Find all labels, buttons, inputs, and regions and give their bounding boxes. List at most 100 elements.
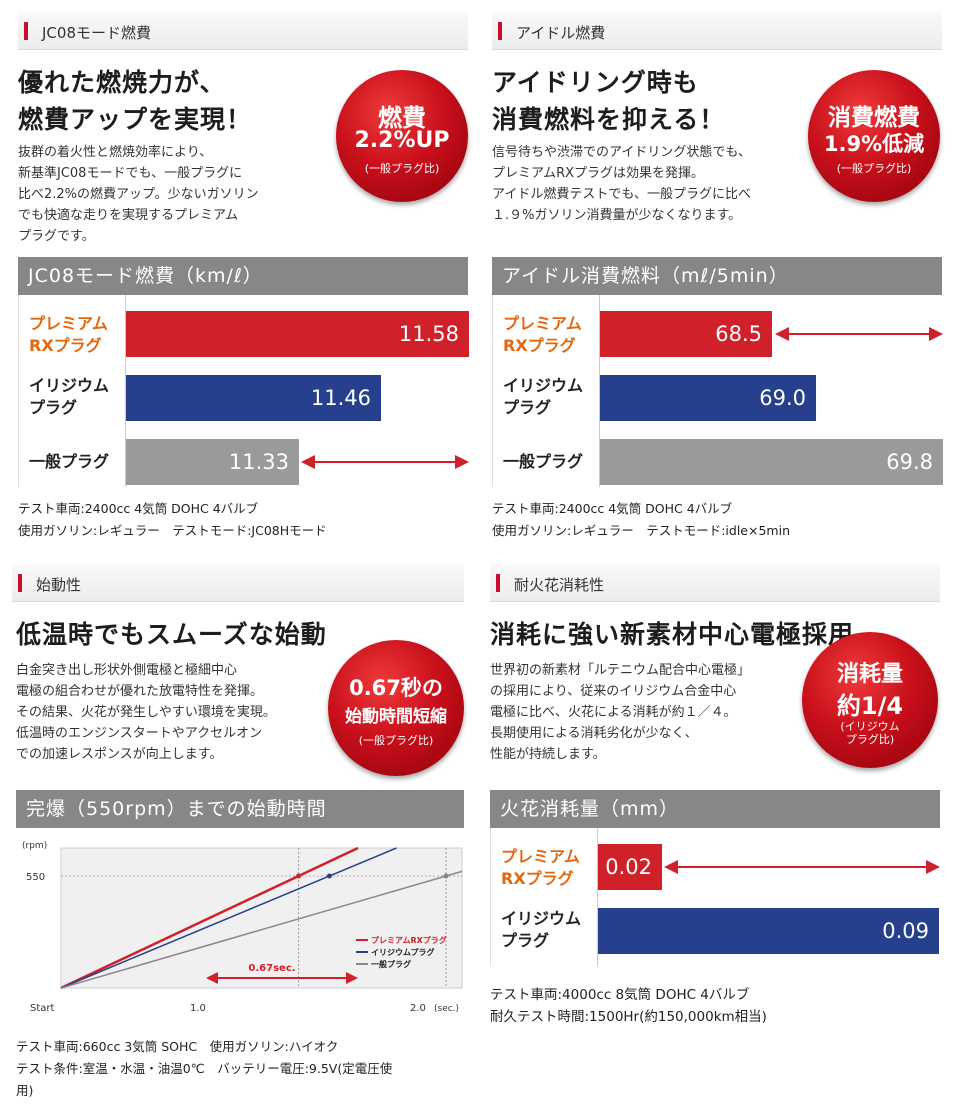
description: 世界初の新素材「ルテニウム配合中心電極」 の採用により、従来のイリジウム合金中心… (490, 663, 751, 762)
bar-iridium: 11.46 (126, 375, 381, 421)
gap-arrow-left-icon (206, 972, 218, 984)
category-label: イリジウム プラグ (501, 909, 582, 950)
section-marker-icon (18, 574, 22, 592)
grid-lines (298, 848, 447, 988)
series-line (60, 846, 359, 990)
headline: アイドリング時も 消費燃料を抑える！ (492, 68, 726, 134)
badge-line2: 始動時間短縮 (345, 707, 447, 727)
x-tick-2: 2.0 (410, 1003, 426, 1014)
chart-title: 火花消耗量（mm） (490, 790, 940, 828)
test-notes: テスト車両:2400cc 4気筒 DOHC 4バルブ 使用ガソリン:レギュラー … (18, 501, 327, 538)
bar-value: 69.0 (759, 386, 806, 410)
chart-title: JC08モード燃費（km/ℓ） (18, 257, 468, 295)
category-label: 一般プラグ (29, 452, 110, 471)
start-line-chart: 0.67sec. (rpm) 550 Start 1.0 2.0 (sec.) … (22, 841, 463, 1014)
bar-value: 0.02 (605, 855, 652, 879)
x-unit: (sec.) (434, 1004, 459, 1014)
section-title: 耐火花消耗性 (514, 576, 605, 594)
bar-standard: 69.8 (600, 439, 943, 485)
series-line (60, 847, 397, 989)
badge-line2: 1.9%低減 (823, 132, 925, 156)
category-label: 一般プラグ (503, 452, 584, 471)
headline: 優れた燃焼力が、 燃費アップを実現！ (18, 68, 253, 134)
spark-chart: 火花消耗量（mm） プレミアム RXプラグ イリジウム プラグ 0.02 0.0… (490, 790, 940, 966)
idle-section: アイドル燃費 アイドリング時も 消費燃料を抑える！ 信号待ちや渋滞でのアイドリン… (492, 12, 943, 552)
section-title: 始動性 (36, 576, 82, 594)
bar-premium-rx: 0.02 (598, 844, 662, 890)
chart-title: 完爆（550rpm）までの始動時間 (16, 790, 464, 828)
y-axis-label: (rpm) (22, 841, 47, 851)
spark-section: 耐火花消耗性 消耗に強い新素材中心電極採用 世界初の新素材「ルテニウム配合中心電… (490, 564, 940, 1104)
section-header-start: 始動性 (12, 564, 464, 602)
start-chart: 完爆（550rpm）までの始動時間 0.67sec. (rpm) 550 Sta… (16, 790, 464, 1018)
description: 抜群の着火性と燃焼効率により、 新基準JC08モードでも、一般プラグに 比べ2.… (18, 145, 259, 244)
category-label: プレミアム RXプラグ (29, 314, 108, 355)
section-marker-icon (496, 574, 500, 592)
bar-iridium: 69.0 (600, 375, 816, 421)
chart-body: プレミアム RXプラグ イリジウム プラグ 0.02 0.09 (490, 828, 940, 966)
bar-value: 11.46 (310, 386, 371, 410)
badge-line2: 2.2%UP (354, 128, 450, 153)
badge-line1: 消耗量 (836, 662, 903, 687)
bar-value: 11.58 (398, 322, 459, 346)
section-marker-icon (498, 22, 502, 40)
badge-line3: (一般プラグ比) (364, 162, 440, 175)
section-header-idle: アイドル燃費 (492, 12, 942, 50)
badge-line1: 消費燃費 (828, 105, 920, 131)
y-tick-550: 550 (26, 872, 45, 883)
bar-premium-rx: 11.58 (126, 311, 469, 357)
start-section: 始動性 低温時でもスムーズな始動 白金突き出し形状外側電極と極細中心 電極の組合… (12, 564, 464, 1104)
category-label: イリジウム プラグ (503, 376, 584, 417)
category-label: イリジウム プラグ (29, 376, 110, 417)
bar-value: 68.5 (715, 322, 762, 346)
difference-arrow (301, 455, 469, 469)
plot-area (60, 847, 463, 989)
badge-line1: 0.67秒の (349, 676, 443, 700)
test-notes: テスト車両:660cc 3気筒 SOHC 使用ガソリン:ハイオク テスト条件:室… (16, 1039, 393, 1098)
section-marker-icon (24, 22, 28, 40)
badge-line3: (イリジウム プラグ比) (840, 720, 900, 746)
legend-standard: 一般プラグ (371, 959, 411, 969)
test-notes: テスト車両:2400cc 4気筒 DOHC 4バルブ 使用ガソリン:レギュラー … (492, 501, 790, 538)
badge-line3: (一般プラグ比) (358, 734, 434, 747)
difference-arrow (775, 327, 943, 341)
bar-premium-rx: 68.5 (600, 311, 772, 357)
badge-line1: 燃費 (378, 104, 426, 132)
section-header-jc08: JC08モード燃費 (18, 12, 468, 50)
start-badge: 0.67秒の 始動時間短縮 (一般プラグ比) (328, 640, 464, 776)
badge-line3: (一般プラグ比) (836, 162, 912, 175)
chart-body: プレミアム RXプラグ イリジウム プラグ 一般プラグ 11.58 11.46 … (18, 295, 469, 487)
wear-badge: 消耗量 約1/4 (イリジウム プラグ比) (802, 632, 938, 768)
legend-iridium: イリジウムプラグ (371, 947, 435, 957)
gap-label: 0.67sec. (248, 963, 295, 974)
x-tick-1: 1.0 (190, 1003, 206, 1014)
series-point (296, 873, 302, 879)
chart-title: アイドル消費燃料（mℓ/5min） (492, 257, 942, 295)
gap-arrow-right-icon (346, 972, 358, 984)
series-line (60, 870, 463, 989)
x-tick-start: Start (30, 1003, 55, 1014)
test-notes: テスト車両:4000cc 8気筒 DOHC 4バルブ 耐久テスト時間:1500H… (490, 987, 767, 1025)
fuel-badge: 消費燃費 1.9%低減 (一般プラグ比) (808, 70, 940, 202)
section-title: JC08モード燃費 (42, 24, 151, 42)
bar-value: 69.8 (886, 450, 933, 474)
series-point (326, 873, 332, 879)
bar-standard: 11.33 (126, 439, 299, 485)
category-label: プレミアム RXプラグ (503, 314, 582, 355)
legend-premium: プレミアムRXプラグ (371, 935, 447, 945)
fuel-badge: 燃費 2.2%UP (一般プラグ比) (336, 70, 468, 202)
description: 白金突き出し形状外側電極と極細中心 電極の組合わせが優れた放電特性を発揮。 その… (16, 663, 276, 762)
headline: 低温時でもスムーズな始動 (16, 620, 327, 649)
description: 信号待ちや渋滞でのアイドリング状態でも、 プレミアムRXプラグは効果を発揮。 ア… (492, 145, 751, 223)
series-lines (60, 846, 463, 990)
badge-line2: 約1/4 (836, 692, 904, 720)
jc08-chart: JC08モード燃費（km/ℓ） プレミアム RXプラグ イリジウム プラグ 一般… (18, 257, 469, 487)
idle-chart: アイドル消費燃料（mℓ/5min） プレミアム RXプラグ イリジウム プラグ … (492, 257, 943, 487)
category-label: プレミアム RXプラグ (501, 847, 580, 888)
series-point (443, 873, 449, 879)
axis-line (125, 295, 126, 487)
chart-body: プレミアム RXプラグ イリジウム プラグ 一般プラグ 68.5 69.0 69… (492, 295, 943, 487)
section-title: アイドル燃費 (516, 24, 606, 42)
difference-arrow (664, 860, 940, 874)
axis-line (599, 295, 600, 487)
